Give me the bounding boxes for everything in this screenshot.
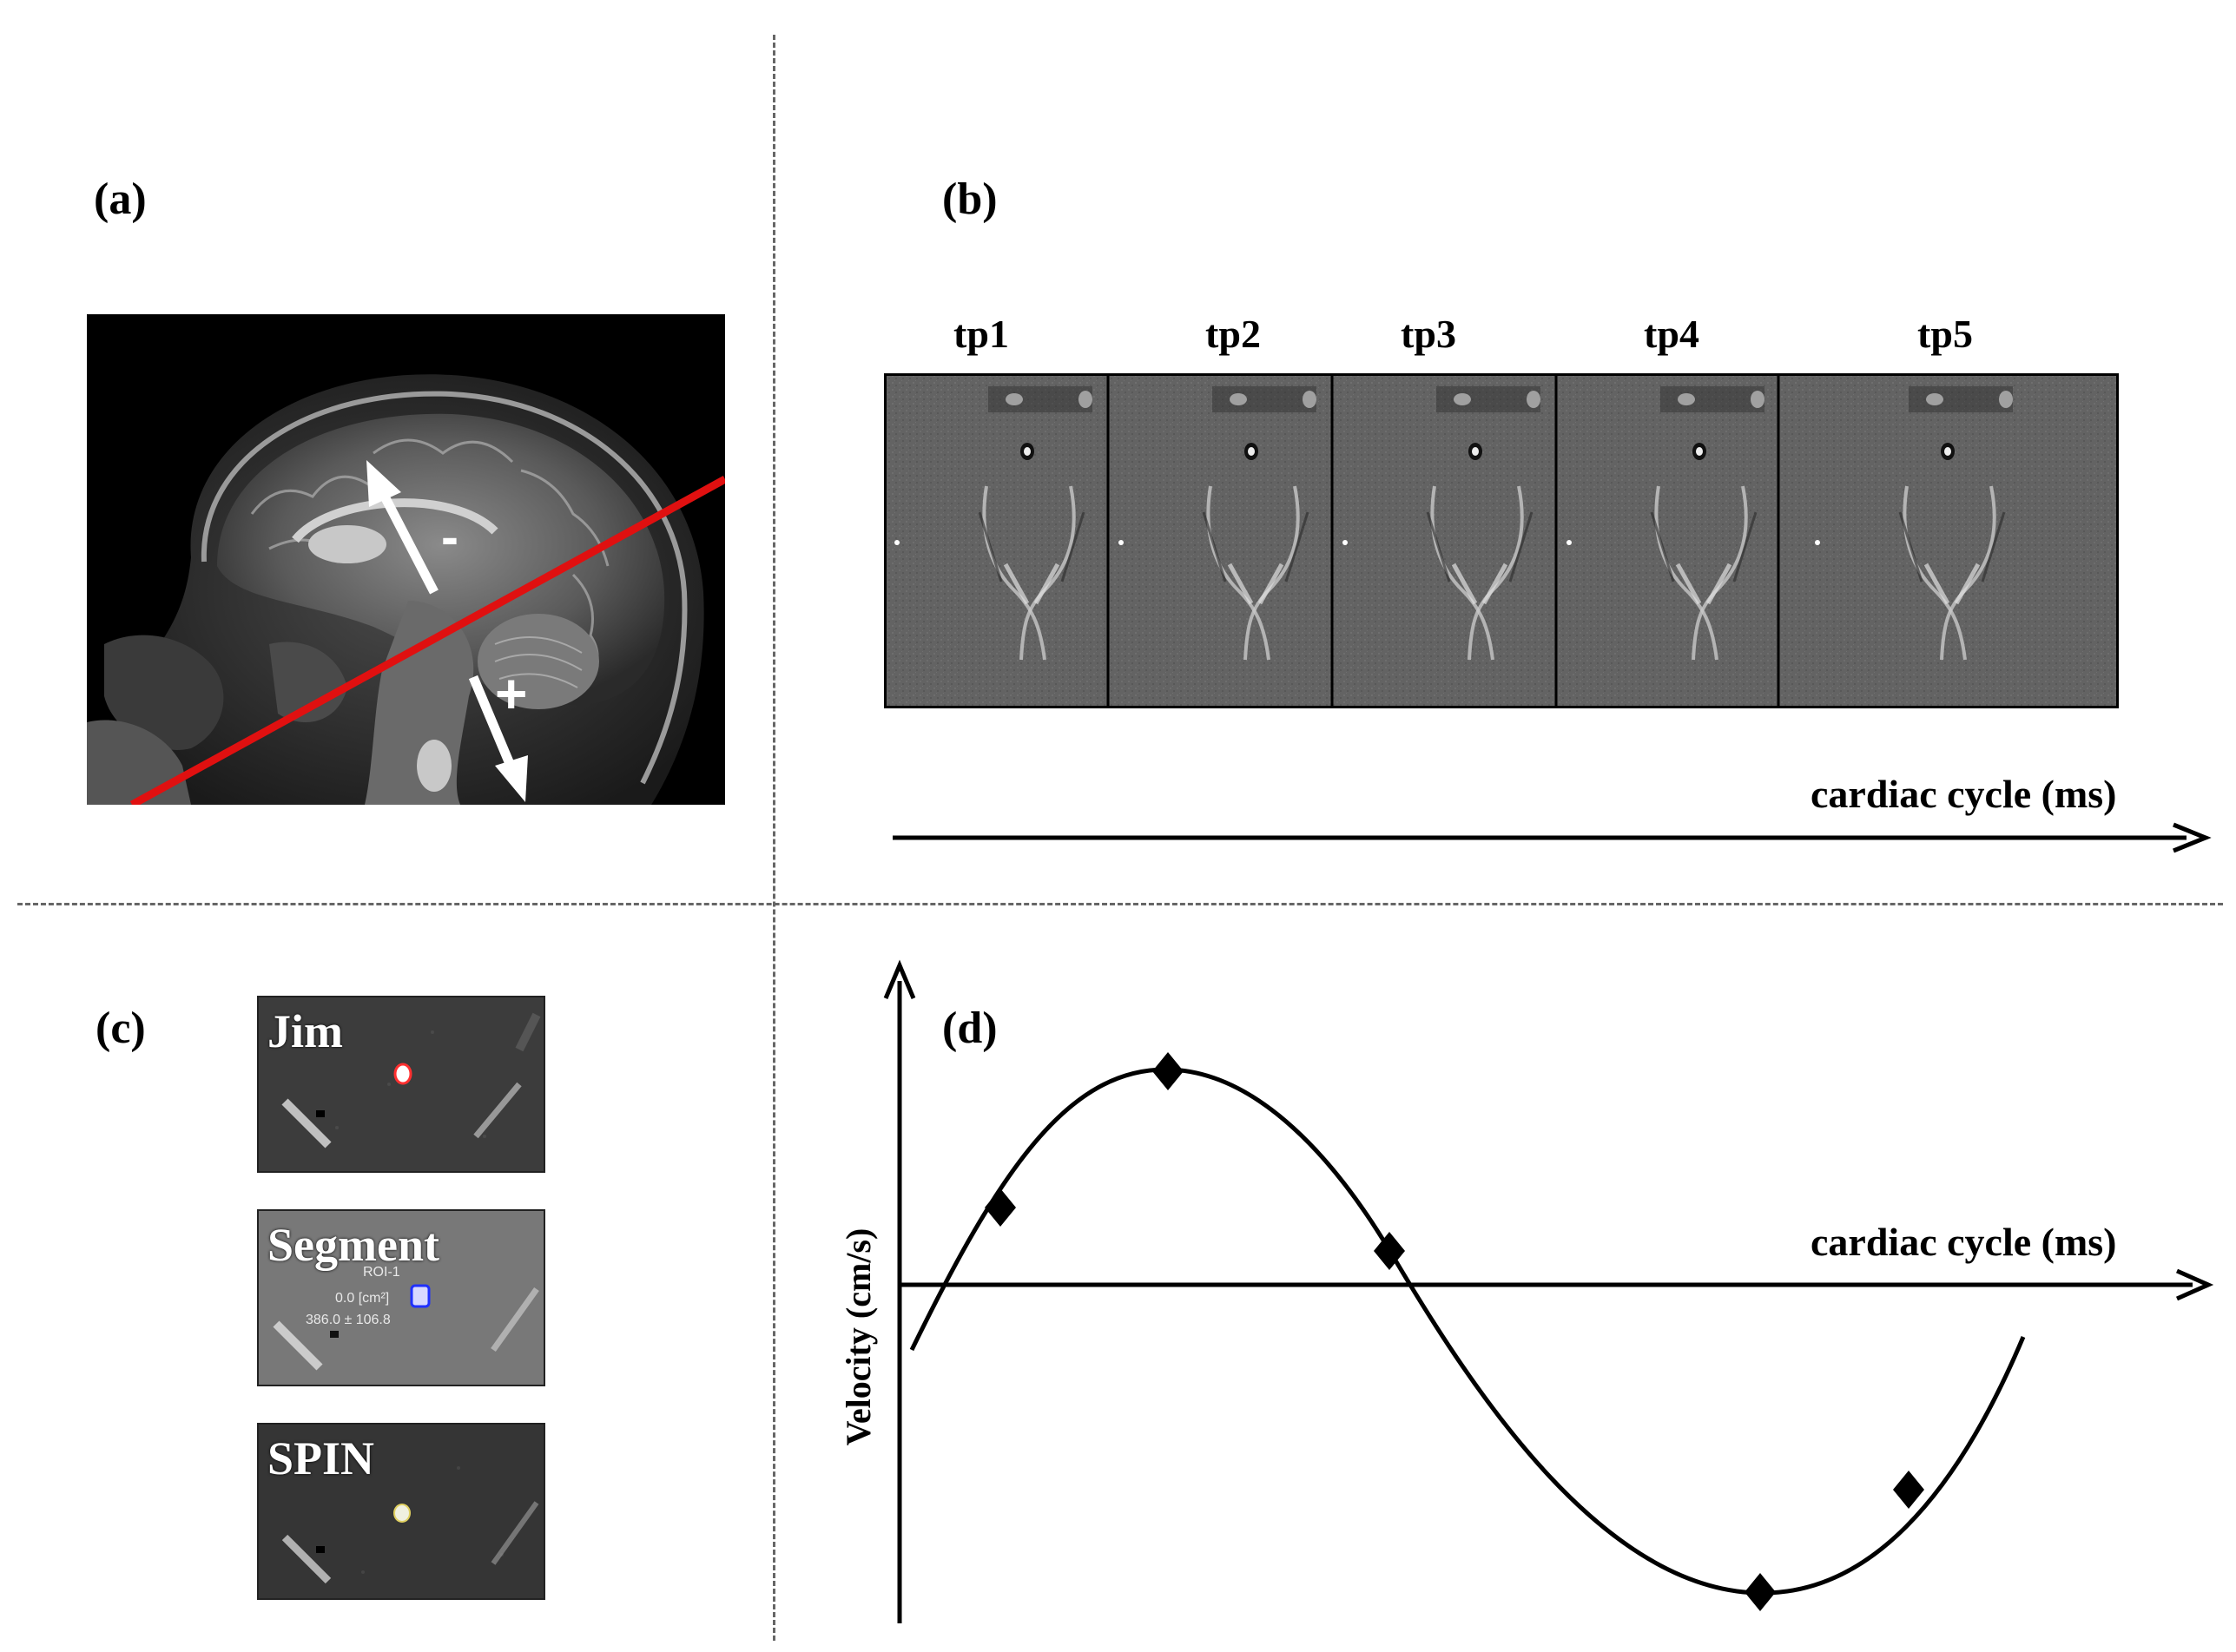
panel-b-time-arrow [893, 822, 2212, 853]
panel-d-y-axis-label: Velocity (cm/s) [839, 1227, 878, 1446]
phase-contrast-strip [884, 373, 2119, 708]
curve-marker-5 [1893, 1471, 1924, 1509]
horizontal-separator [17, 903, 2223, 905]
panel-a-label: (a) [94, 174, 147, 224]
roi-label: ROI-1 [363, 1265, 400, 1280]
thumbnail-segment-title: Segment [267, 1219, 439, 1271]
velocity-curve [909, 1067, 2026, 1596]
slice-cut-line [129, 476, 725, 805]
positive-flow-sign: + [495, 662, 528, 725]
sagittal-mri-image: - + [87, 314, 725, 805]
panel-d-x-axis-label: cardiac cycle (ms) [1811, 1220, 2117, 1264]
thumbnail-spin-image [259, 1425, 544, 1598]
timepoint-label-5: tp5 [1917, 312, 1973, 356]
timepoint-label-4: tp4 [1644, 312, 1699, 356]
panel-d-label: (d) [942, 1004, 998, 1053]
thumbnail-segment-image [259, 1211, 544, 1385]
thumbnail-segment: Segment ROI-1 0.0 [cm²] 386.0 ± 106.8 [257, 1209, 545, 1386]
vertical-separator [773, 35, 775, 1641]
phase-contrast-frames [884, 373, 2119, 708]
sagittal-mri-drawing [87, 374, 725, 805]
roi-area: 0.0 [cm²] [335, 1291, 390, 1306]
thumbnail-spin: SPIN [257, 1423, 545, 1600]
panel-b-axis-label: cardiac cycle (ms) [1811, 772, 2117, 816]
curve-marker-4 [1745, 1573, 1776, 1611]
arrow-down-right-icon [468, 675, 528, 802]
timepoint-label-2: tp2 [1205, 312, 1261, 356]
thumbnail-jim-title: Jim [267, 1005, 343, 1057]
panel-b-label: (b) [942, 174, 998, 224]
timepoint-label-3: tp3 [1401, 312, 1456, 356]
thumbnail-jim: Jim [257, 996, 545, 1173]
negative-flow-sign: - [441, 508, 458, 566]
thumbnail-spin-title: SPIN [267, 1432, 375, 1484]
panel-c-label: (c) [96, 1004, 146, 1053]
timepoint-label-1: tp1 [953, 312, 1009, 356]
roi-value: 386.0 ± 106.8 [306, 1313, 391, 1327]
curve-marker-1 [985, 1188, 1016, 1227]
thumbnail-jim-image [259, 997, 544, 1171]
curve-marker-2 [1152, 1052, 1184, 1090]
x-axis [900, 1268, 2214, 1301]
flow-direction-arrows [366, 460, 528, 802]
y-axis [883, 959, 916, 1623]
arrow-up-left-icon [366, 460, 439, 595]
curve-marker-3 [1374, 1232, 1405, 1270]
